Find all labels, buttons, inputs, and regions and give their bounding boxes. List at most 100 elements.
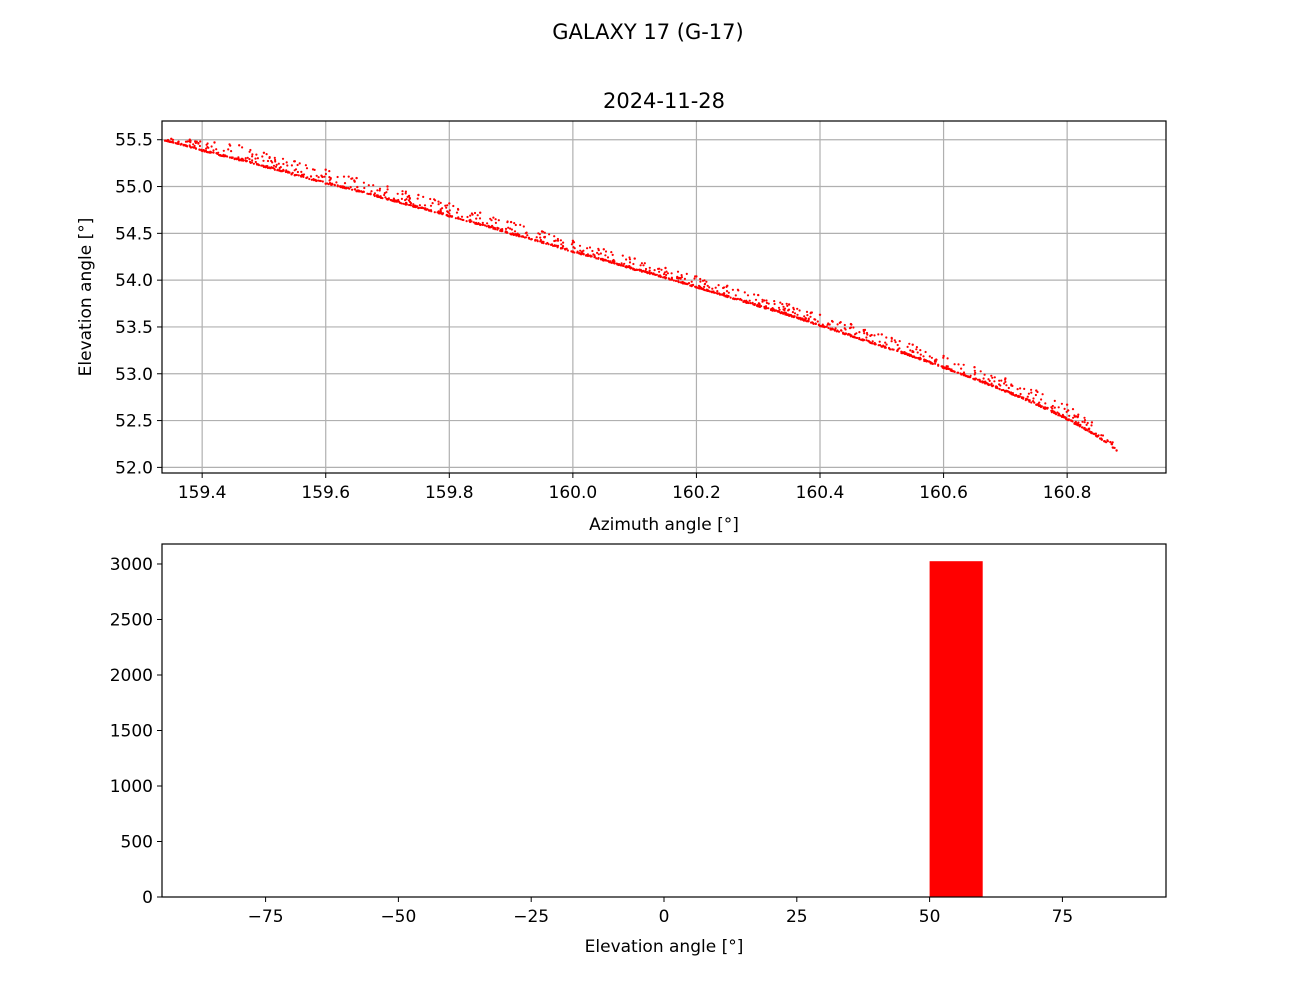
scatter-point xyxy=(518,235,521,238)
scatter-point xyxy=(809,315,812,318)
scatter-point xyxy=(703,285,706,288)
scatter-point xyxy=(509,220,513,224)
histogram-x-tick-label: −25 xyxy=(513,907,549,927)
scatter-point xyxy=(1100,434,1103,437)
scatter-point xyxy=(213,141,216,144)
scatter-x-tick-label: 160.8 xyxy=(1043,483,1092,503)
scatter-point xyxy=(793,315,796,318)
scatter-point xyxy=(898,347,901,350)
scatter-y-tick-label: 55.5 xyxy=(115,131,153,151)
scatter-point xyxy=(1110,443,1114,446)
scatter-point xyxy=(405,198,408,201)
scatter-point xyxy=(280,170,283,173)
scatter-point xyxy=(347,186,350,190)
scatter-point xyxy=(1032,397,1035,400)
scatter-point xyxy=(628,261,632,264)
scatter-point xyxy=(599,258,603,261)
scatter-point xyxy=(520,235,523,238)
scatter-point xyxy=(296,163,299,167)
scatter-point xyxy=(241,159,244,162)
scatter-point xyxy=(405,203,408,206)
scatter-point xyxy=(556,237,560,241)
scatter-point xyxy=(1038,404,1041,408)
scatter-point xyxy=(1098,437,1102,440)
scatter-point xyxy=(986,383,989,386)
scatter-point xyxy=(991,376,994,379)
scatter-point xyxy=(683,277,687,280)
scatter-point xyxy=(844,328,847,331)
scatter-point xyxy=(400,197,403,200)
scatter-point xyxy=(860,338,863,341)
scatter-point xyxy=(665,273,668,277)
scatter-point xyxy=(564,248,567,251)
scatter-point xyxy=(854,333,857,336)
scatter-point xyxy=(990,374,993,377)
scatter-point xyxy=(504,227,508,230)
scatter-point xyxy=(982,377,985,380)
scatter-point xyxy=(370,190,373,193)
scatter-point xyxy=(539,236,542,239)
scatter-point xyxy=(597,249,600,252)
scatter-point xyxy=(251,153,254,156)
scatter-point xyxy=(869,334,872,337)
scatter-point xyxy=(256,157,259,160)
scatter-point xyxy=(1044,407,1047,410)
scatter-point xyxy=(302,173,306,176)
scatter-point xyxy=(579,249,582,252)
scatter-point xyxy=(489,217,492,220)
scatter-point xyxy=(282,162,285,166)
scatter-point xyxy=(1019,387,1022,390)
scatter-point xyxy=(699,277,702,281)
scatter-point xyxy=(328,170,331,173)
scatter-point xyxy=(836,323,839,326)
scatter-point xyxy=(670,278,674,281)
scatter-point xyxy=(246,156,249,159)
scatter-point xyxy=(422,195,425,198)
scatter-point xyxy=(680,274,683,277)
scatter-point xyxy=(206,142,209,145)
scatter-point xyxy=(373,193,376,196)
scatter-point xyxy=(1093,432,1096,435)
scatter-point xyxy=(787,309,790,312)
scatter-point xyxy=(278,166,281,170)
scatter-point xyxy=(231,156,234,159)
scatter-point xyxy=(984,380,987,383)
scatter-point xyxy=(579,252,582,255)
scatter-point xyxy=(1055,413,1058,416)
scatter-point xyxy=(396,192,399,195)
scatter-point xyxy=(1033,401,1036,404)
scatter-point xyxy=(1010,393,1014,396)
scatter-point xyxy=(625,258,628,261)
scatter-point xyxy=(317,179,320,182)
scatter-point xyxy=(1016,388,1019,391)
scatter-point xyxy=(690,284,693,287)
scatter-point xyxy=(1068,414,1071,417)
scatter-point xyxy=(969,374,972,377)
scatter-point xyxy=(621,264,624,267)
scatter-point xyxy=(437,200,440,203)
scatter-point xyxy=(170,137,173,140)
scatter-point xyxy=(1077,413,1080,416)
scatter-point xyxy=(639,268,642,271)
scatter-point xyxy=(559,247,563,250)
scatter-point xyxy=(423,204,427,207)
scatter-point xyxy=(644,269,647,272)
scatter-point xyxy=(383,192,386,195)
scatter-point xyxy=(1061,415,1064,418)
scatter-point xyxy=(611,253,614,256)
scatter-point xyxy=(1101,434,1105,437)
scatter-point xyxy=(644,267,648,271)
scatter-point xyxy=(947,367,950,371)
scatter-point xyxy=(998,379,1001,382)
scatter-point xyxy=(602,259,605,262)
scatter-point xyxy=(519,223,522,226)
scatter-point xyxy=(606,259,610,262)
scatter-point xyxy=(356,185,359,189)
scatter-point xyxy=(716,292,719,295)
scatter-point xyxy=(1090,421,1094,424)
scatter-point xyxy=(642,264,645,267)
scatter-point xyxy=(593,254,596,257)
scatter-point xyxy=(640,270,644,273)
scatter-point xyxy=(621,254,624,257)
scatter-point xyxy=(408,197,411,200)
